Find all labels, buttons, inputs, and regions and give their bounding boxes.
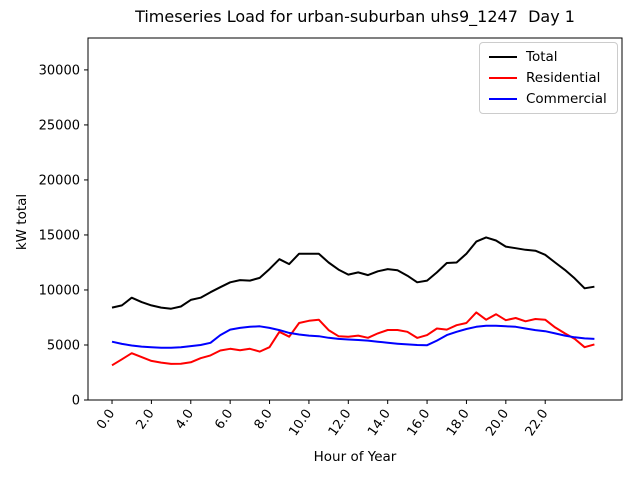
- x-tick-label: 12.0: [326, 407, 355, 439]
- x-tick-label: 10.0: [286, 407, 315, 439]
- legend-line-swatch-total: [489, 56, 517, 58]
- legend: Total Residential Commercial: [479, 42, 618, 114]
- y-tick-label: 5000: [47, 338, 80, 353]
- y-tick-label: 25000: [39, 118, 80, 133]
- x-tick-label: 20.0: [483, 407, 512, 439]
- y-tick-label: 15000: [39, 228, 80, 243]
- x-tick-label: 18.0: [444, 407, 473, 439]
- legend-line-swatch-residential: [489, 77, 517, 79]
- legend-label-residential: Residential: [526, 70, 601, 86]
- x-tick-label: 6.0: [212, 407, 236, 433]
- y-tick-label: 0: [72, 394, 80, 409]
- legend-item-residential: Residential: [489, 70, 607, 86]
- legend-item-total: Total: [489, 49, 607, 65]
- x-tick-label: 2.0: [134, 407, 158, 433]
- legend-label-total: Total: [526, 49, 558, 65]
- x-tick-label: 4.0: [173, 407, 197, 433]
- x-tick-label: 0.0: [94, 407, 118, 433]
- y-tick-label: 20000: [39, 173, 80, 188]
- x-tick-label: 22.0: [523, 407, 552, 439]
- x-tick-label: 8.0: [252, 407, 276, 433]
- series-line-commercial: [111, 324, 595, 349]
- chart-title: Timeseries Load for urban-suburban uhs9_…: [135, 7, 575, 26]
- series-line-residential: [111, 311, 595, 367]
- legend-line-swatch-commercial: [489, 98, 517, 100]
- x-tick-label: 16.0: [404, 407, 433, 439]
- legend-label-commercial: Commercial: [526, 91, 607, 107]
- series-line-total: [111, 236, 595, 310]
- x-tick-label: 14.0: [365, 407, 394, 439]
- legend-item-commercial: Commercial: [489, 91, 607, 107]
- y-tick-label: 30000: [39, 63, 80, 78]
- x-axis-label: Hour of Year: [313, 449, 397, 465]
- axes-frame: [87, 37, 623, 401]
- y-tick-label: 10000: [39, 283, 80, 298]
